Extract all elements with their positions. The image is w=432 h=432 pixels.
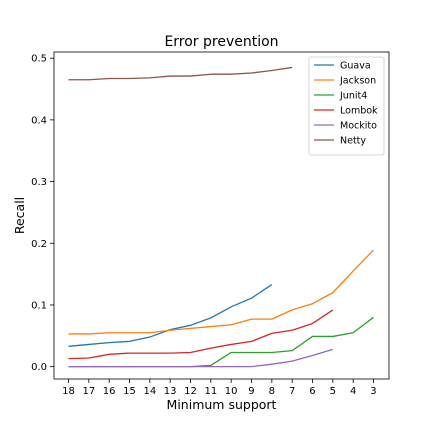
x-tick-label: 14 [143, 386, 156, 397]
series-line-lombok [68, 309, 334, 360]
legend-box [308, 56, 385, 156]
x-axis-ticks: 18 17 16 15 14 13 12 11 10 9 8 7 6 5 4 3 [62, 379, 377, 397]
x-tick-label: 4 [350, 386, 356, 397]
chart-title: Error prevention [164, 34, 278, 50]
plot-frame [53, 51, 390, 380]
x-tick-label: 8 [269, 386, 275, 397]
legend-label-lombok: Lombok [340, 106, 378, 117]
series-line-jackson [68, 249, 374, 335]
series-line-mockito [68, 348, 334, 368]
legend-label-mockito: Mockito [340, 121, 377, 132]
legend-label-jackson: Jackson [339, 76, 376, 87]
legend-label-guava: Guava [340, 61, 371, 72]
x-tick-label: 11 [204, 386, 217, 397]
x-tick-label: 5 [330, 386, 336, 397]
x-tick-label: 18 [62, 386, 75, 397]
x-tick-label: 17 [82, 386, 95, 397]
legend-label-netty: Netty [340, 136, 366, 147]
x-tick-label: 12 [184, 386, 197, 397]
y-tick-label: 0.3 [31, 177, 47, 188]
x-tick-label: 10 [225, 386, 238, 397]
x-tick-label: 13 [164, 386, 177, 397]
legend-label-junit4: Junit4 [339, 91, 367, 102]
x-tick-label: 15 [123, 386, 136, 397]
y-tick-label: 0.2 [31, 239, 47, 250]
y-tick-label: 0.5 [31, 54, 47, 65]
x-tick-label: 7 [289, 386, 295, 397]
x-tick-label: 6 [309, 386, 315, 397]
y-axis-title: Recall [12, 197, 27, 234]
x-tick-label: 3 [370, 386, 376, 397]
y-tick-label: 0.1 [31, 300, 47, 311]
x-tick-label: 9 [248, 386, 254, 397]
x-axis-title: Minimum support [167, 397, 277, 412]
series-lines [68, 66, 374, 368]
y-tick-label: 0.4 [31, 115, 47, 126]
y-axis-ticks: 0.0 0.1 0.2 0.3 0.4 0.5 [31, 54, 54, 373]
legend: Guava Jackson Junit4 Lombok Mockito Netty [308, 56, 385, 156]
y-tick-label: 0.0 [31, 362, 47, 373]
x-tick-label: 16 [103, 386, 116, 397]
series-line-netty [68, 66, 293, 81]
series-line-guava [68, 284, 273, 347]
